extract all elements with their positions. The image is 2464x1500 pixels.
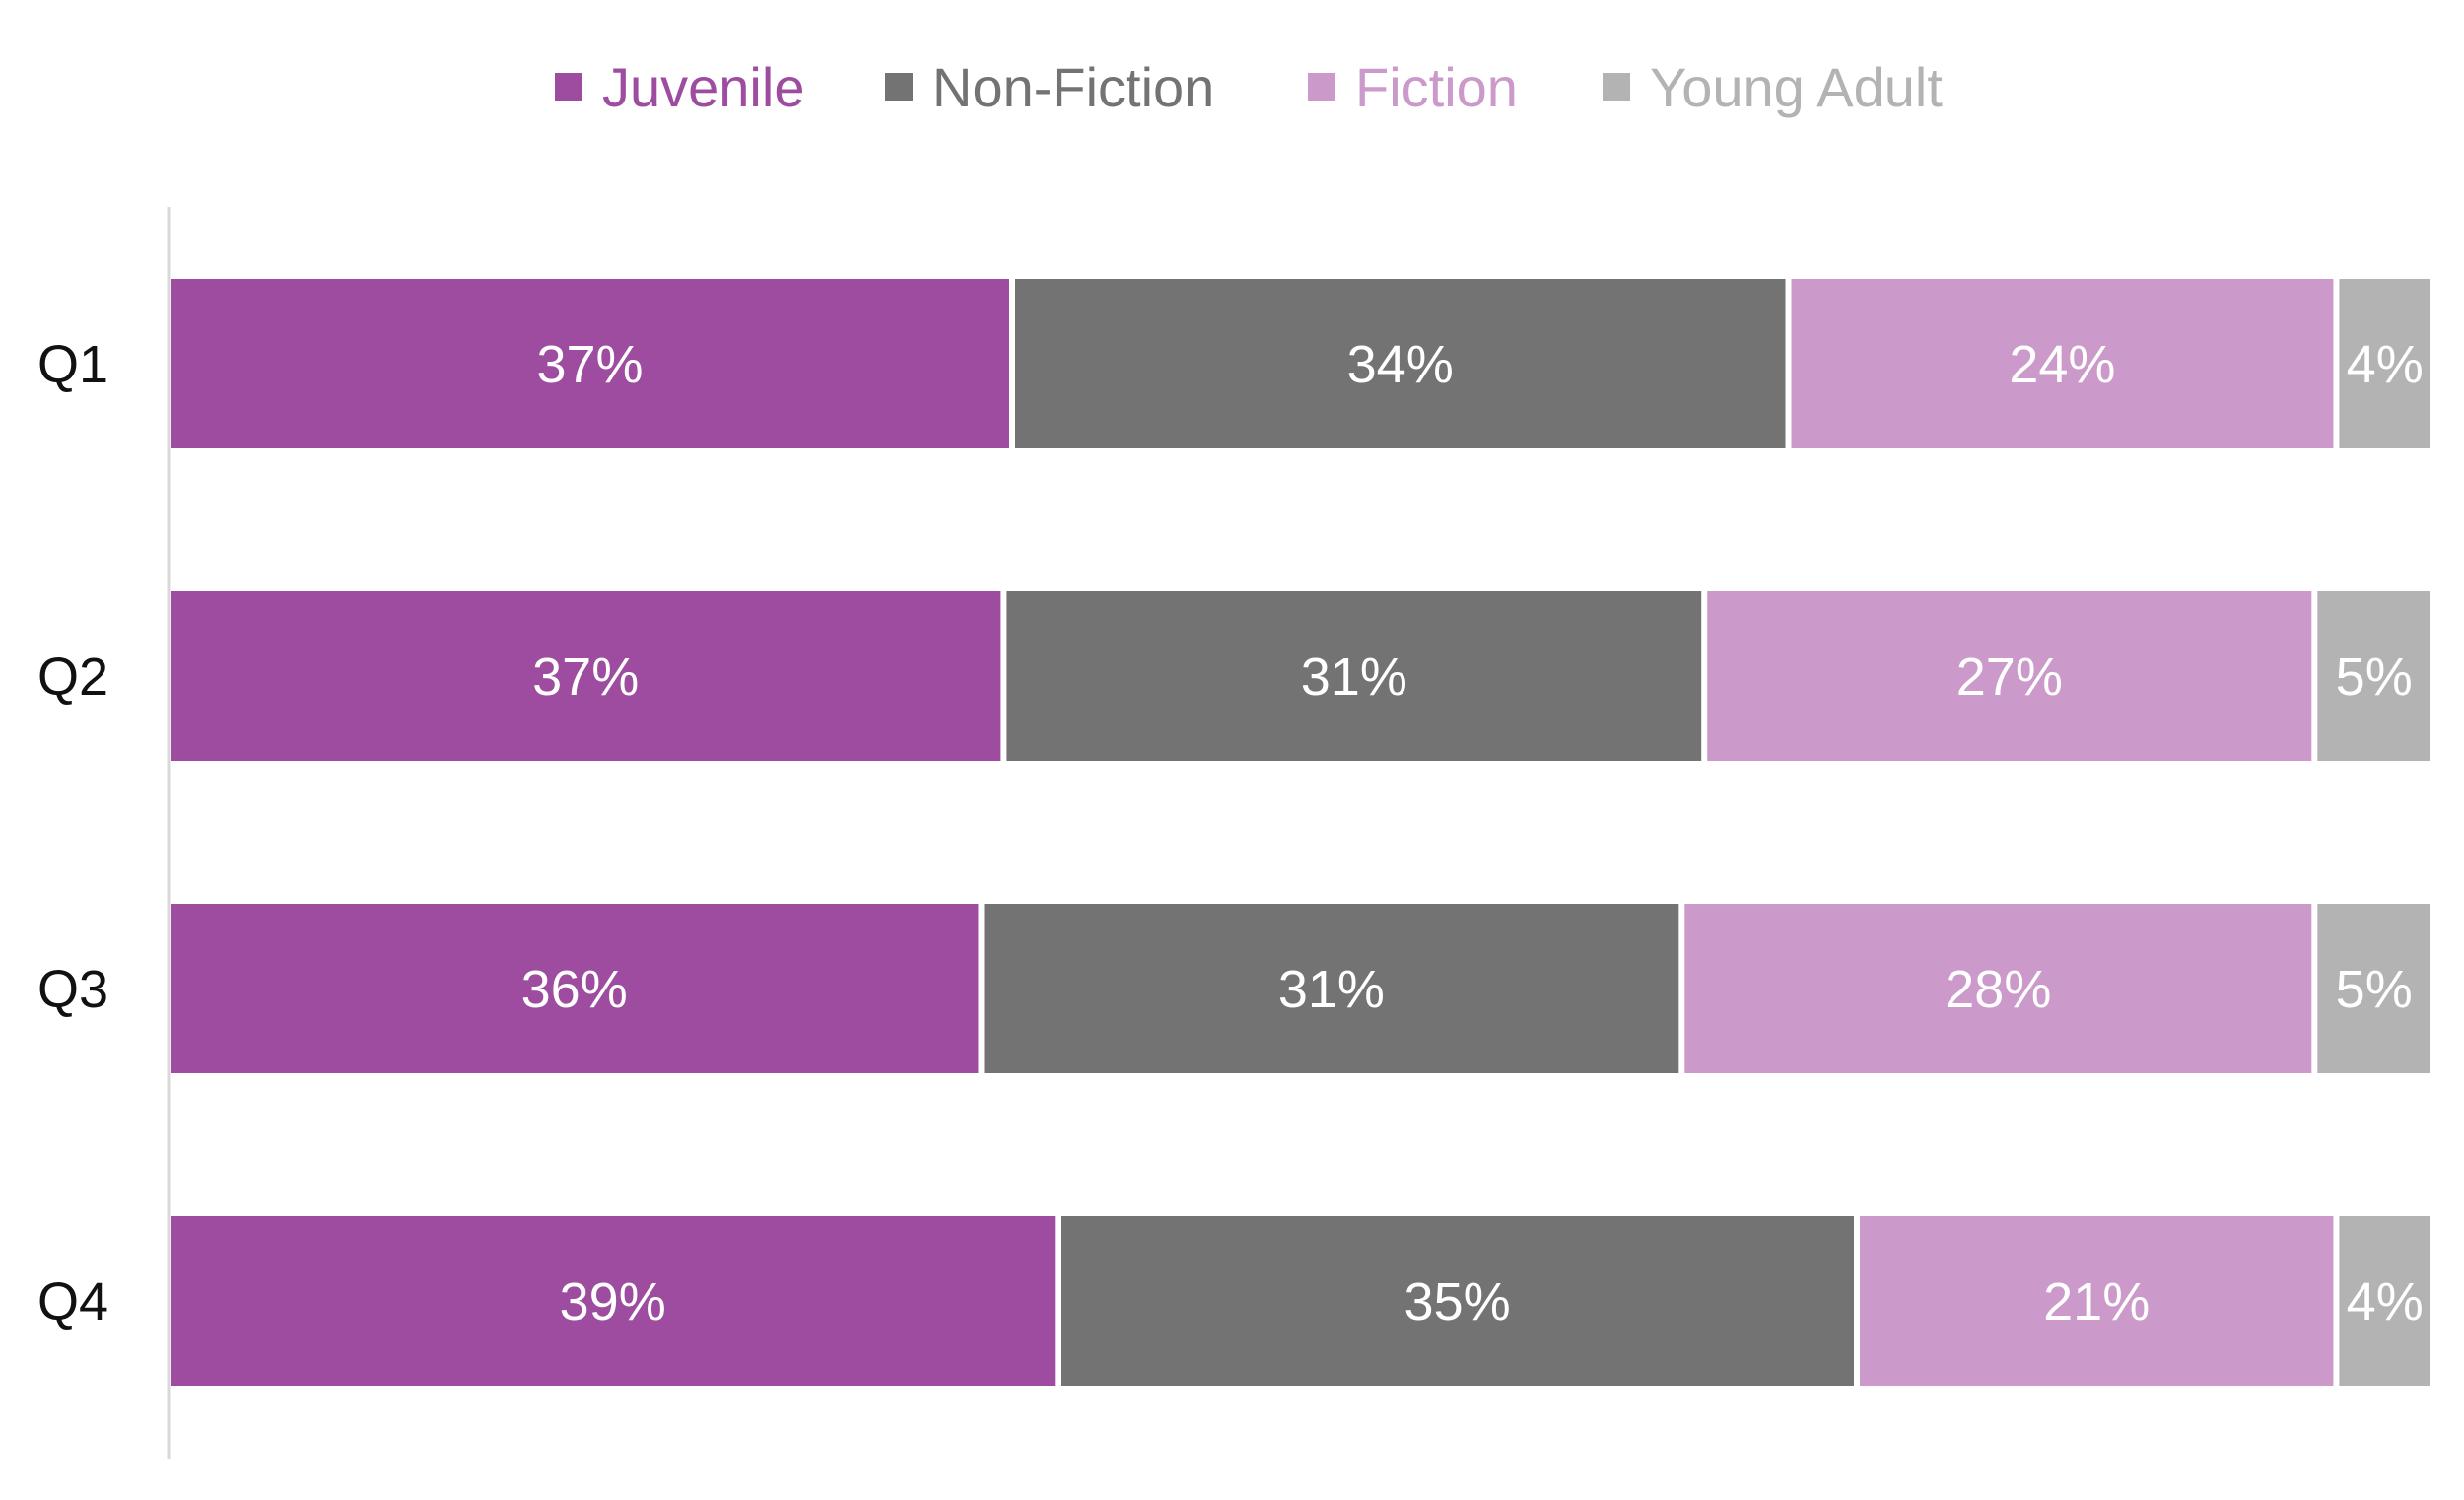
bar-q3-juvenile	[171, 904, 979, 1073]
legend-label-fiction: Fiction	[1355, 56, 1518, 118]
legend: Juvenile Non-Fiction Fiction Young Adult	[555, 56, 1943, 118]
bars	[171, 279, 2430, 1386]
data-label-q2-young-adult: 5%	[2336, 648, 2413, 707]
bar-q4-young-adult	[2339, 1216, 2430, 1386]
bar-q2-non-fiction	[1006, 591, 1702, 761]
data-label-q4-young-adult: 4%	[2347, 1272, 2424, 1331]
legend-swatch-young-adult	[1603, 73, 1630, 101]
legend-label-non-fiction: Non-Fiction	[932, 56, 1214, 118]
bar-q1-fiction	[1791, 279, 2334, 448]
legend-swatch-juvenile	[555, 73, 582, 101]
bar-q3-non-fiction	[984, 904, 1679, 1073]
data-label-q4-fiction: 21%	[2043, 1272, 2150, 1331]
data-label-q3-non-fiction: 31%	[1278, 960, 1385, 1019]
bar-q1-non-fiction	[1015, 279, 1786, 448]
bar-q3-fiction	[1684, 904, 2312, 1073]
bar-q2-fiction	[1707, 591, 2312, 761]
data-label-q2-fiction: 27%	[1956, 648, 2063, 707]
bar-q4-fiction	[1860, 1216, 2334, 1386]
data-label-q4-juvenile: 39%	[560, 1272, 666, 1331]
legend-swatch-fiction	[1308, 73, 1335, 101]
data-label-q3-fiction: 28%	[1945, 960, 2051, 1019]
data-label-q2-non-fiction: 31%	[1301, 648, 1407, 707]
legend-swatch-non-fiction	[885, 73, 913, 101]
data-label-q1-fiction: 24%	[2009, 335, 2115, 394]
data-label-q1-juvenile: 37%	[536, 335, 643, 394]
category-label-q1: Q1	[37, 335, 108, 394]
bar-q2-juvenile	[171, 591, 1001, 761]
bar-q2-young-adult	[2317, 591, 2430, 761]
bar-q1-young-adult	[2339, 279, 2430, 448]
data-label-q1-young-adult: 4%	[2347, 335, 2424, 394]
bar-q4-juvenile	[171, 1216, 1056, 1386]
data-labels: 37% 34% 24% 4% 37% 31% 27% 5% 36% 31% 28% 5% 39% 35% 2…	[521, 335, 2424, 1331]
bar-q4-non-fiction	[1061, 1216, 1854, 1386]
legend-label-juvenile: Juvenile	[602, 56, 804, 118]
category-label-q4: Q4	[37, 1272, 108, 1331]
data-label-q2-juvenile: 37%	[532, 648, 639, 707]
legend-label-young-adult: Young Adult	[1650, 56, 1943, 118]
bar-q1-juvenile	[171, 279, 1009, 448]
data-label-q3-young-adult: 5%	[2336, 960, 2413, 1019]
category-labels: Q1 Q2 Q3 Q4	[37, 335, 108, 1331]
data-label-q1-non-fiction: 34%	[1347, 335, 1454, 394]
bar-q3-young-adult	[2317, 904, 2430, 1073]
category-label-q2: Q2	[37, 648, 108, 707]
data-label-q3-juvenile: 36%	[521, 960, 628, 1019]
data-label-q4-non-fiction: 35%	[1404, 1272, 1511, 1331]
category-label-q3: Q3	[37, 960, 108, 1019]
